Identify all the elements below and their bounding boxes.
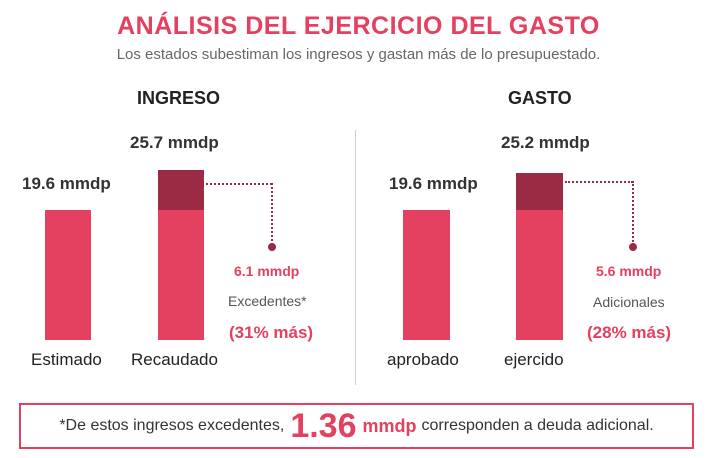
page-title: ANÁLISIS DEL EJERCICIO DEL GASTO: [117, 12, 600, 40]
connector-horizontal: [206, 183, 272, 185]
connector-vertical: [632, 181, 634, 245]
bar-recaudado-base: [158, 210, 204, 340]
chart-gasto: GASTO 19.6 mmdp 25.2 mmdp aprobado ejerc…: [358, 0, 716, 400]
connector-dot: [268, 243, 276, 251]
footer-unit: mmdp: [362, 415, 417, 436]
chart-ingreso: INGRESO 19.6 mmdp 25.7 mmdp Estimado Rec…: [0, 0, 358, 400]
connector-horizontal: [565, 181, 633, 183]
footer-note: *De estos ingresos excedentes, 1.36 mmdp…: [19, 403, 694, 449]
page-subtitle: Los estados subestiman los ingresos y ga…: [116, 46, 601, 63]
bar-recaudado-excess: [158, 170, 204, 211]
additional-percent: (28% más): [587, 323, 672, 342]
category-label-recaudado: Recaudado: [131, 350, 218, 369]
value-label-aprobado: 19.6 mmdp: [389, 174, 478, 193]
value-label-ejercido: 25.2 mmdp: [501, 133, 590, 152]
connector-vertical: [271, 183, 273, 245]
bar-ejercido-base: [516, 210, 563, 340]
chart-title-ingreso: INGRESO: [137, 88, 221, 108]
excess-value: 6.1 mmdp: [234, 263, 300, 279]
bar-estimado-base: [45, 210, 91, 340]
chart-title-gasto: GASTO: [508, 88, 572, 108]
value-label-estimado: 19.6 mmdp: [22, 174, 111, 193]
additional-value: 5.6 mmdp: [596, 263, 662, 279]
panel-divider: [355, 130, 356, 385]
footer-suffix: corresponden a deuda adicional.: [421, 417, 654, 434]
additional-label: Adicionales: [593, 294, 665, 310]
bar-ejercido-additional: [516, 173, 563, 211]
footer-prefix: *De estos ingresos excedentes,: [59, 417, 285, 434]
excess-label: Excedentes*: [228, 293, 307, 309]
category-label-aprobado: aprobado: [387, 350, 459, 369]
value-label-recaudado: 25.7 mmdp: [130, 133, 219, 152]
footer-amount: 1.36: [290, 406, 357, 445]
bar-aprobado-base: [403, 210, 450, 340]
excess-percent: (31% más): [229, 323, 314, 342]
connector-dot: [629, 243, 637, 251]
category-label-estimado: Estimado: [31, 350, 102, 369]
category-label-ejercido: ejercido: [504, 350, 564, 369]
